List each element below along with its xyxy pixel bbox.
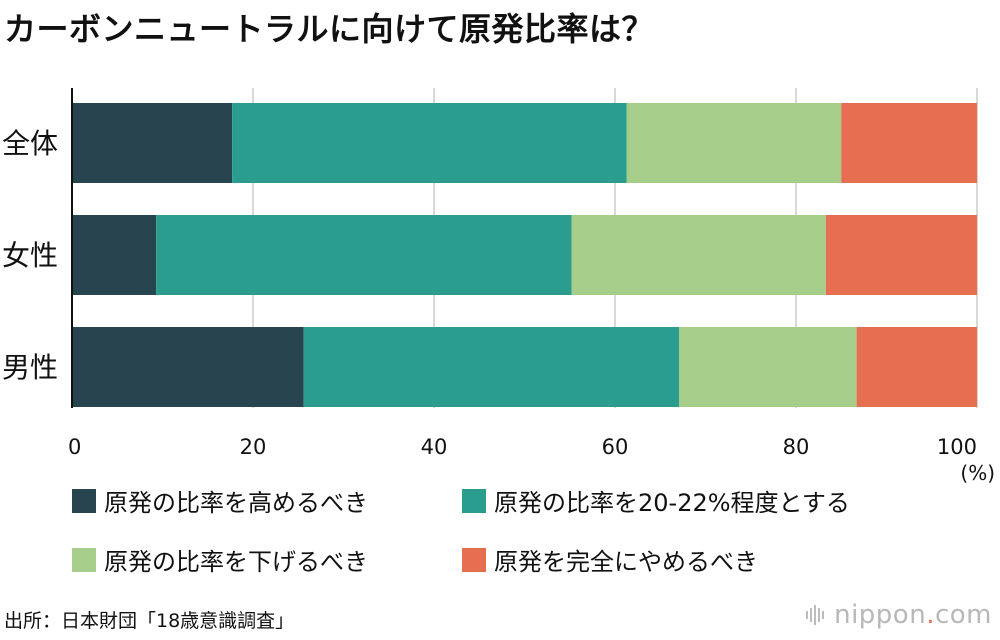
category-label: 男性 <box>2 351 58 384</box>
brand-wordmark: nippon.com <box>834 600 992 630</box>
legend-item-abolish: 原発を完全にやめるべき <box>462 542 758 577</box>
legend-swatch <box>72 488 96 513</box>
bar-segment <box>626 103 842 183</box>
category-label: 女性 <box>2 239 58 272</box>
x-tick-label: 40 <box>421 435 448 459</box>
bar-segment <box>72 215 157 295</box>
legend-label: 原発を完全にやめるべき <box>494 548 758 576</box>
bar-segment <box>72 103 233 183</box>
x-tick-label: 60 <box>602 435 629 459</box>
bar-segment <box>856 327 977 407</box>
bar-segment <box>156 215 572 295</box>
category-label: 全体 <box>2 127 58 160</box>
legend-label: 原発の比率を20-22%程度とする <box>494 489 850 517</box>
x-tick-label: 0 <box>68 435 81 459</box>
legend-swatch <box>462 488 486 513</box>
bar-segment <box>72 327 304 407</box>
legend-item-maintain: 原発の比率を20-22%程度とする <box>462 483 850 518</box>
legend-label: 原発の比率を下げるべき <box>104 548 368 576</box>
bar-segment <box>825 215 977 295</box>
legend-item-decrease: 原発の比率を下げるべき <box>72 542 368 577</box>
legend-item-increase: 原発の比率を高めるべき <box>72 483 368 518</box>
source-note: 出所：日本財団「18歳意識調査」 <box>4 610 295 632</box>
nippon-logo-icon <box>806 604 826 626</box>
chart-title: カーボンニュートラルに向けて原発比率は？ <box>4 10 655 48</box>
nippon-logo: nippon.com <box>806 600 992 630</box>
legend-swatch <box>462 547 486 572</box>
bar-segment <box>841 103 977 183</box>
bar-segment <box>571 215 826 295</box>
x-axis-unit: (%) <box>960 461 995 485</box>
bar-segment <box>679 327 857 407</box>
x-tick-label: 20 <box>240 435 267 459</box>
bar-segment <box>303 327 680 407</box>
x-tick-label: 80 <box>783 435 810 459</box>
bar-segment <box>232 103 627 183</box>
x-tick-label: 100 <box>937 435 977 459</box>
legend-label: 原発の比率を高めるべき <box>104 489 368 517</box>
legend-swatch <box>72 547 96 572</box>
